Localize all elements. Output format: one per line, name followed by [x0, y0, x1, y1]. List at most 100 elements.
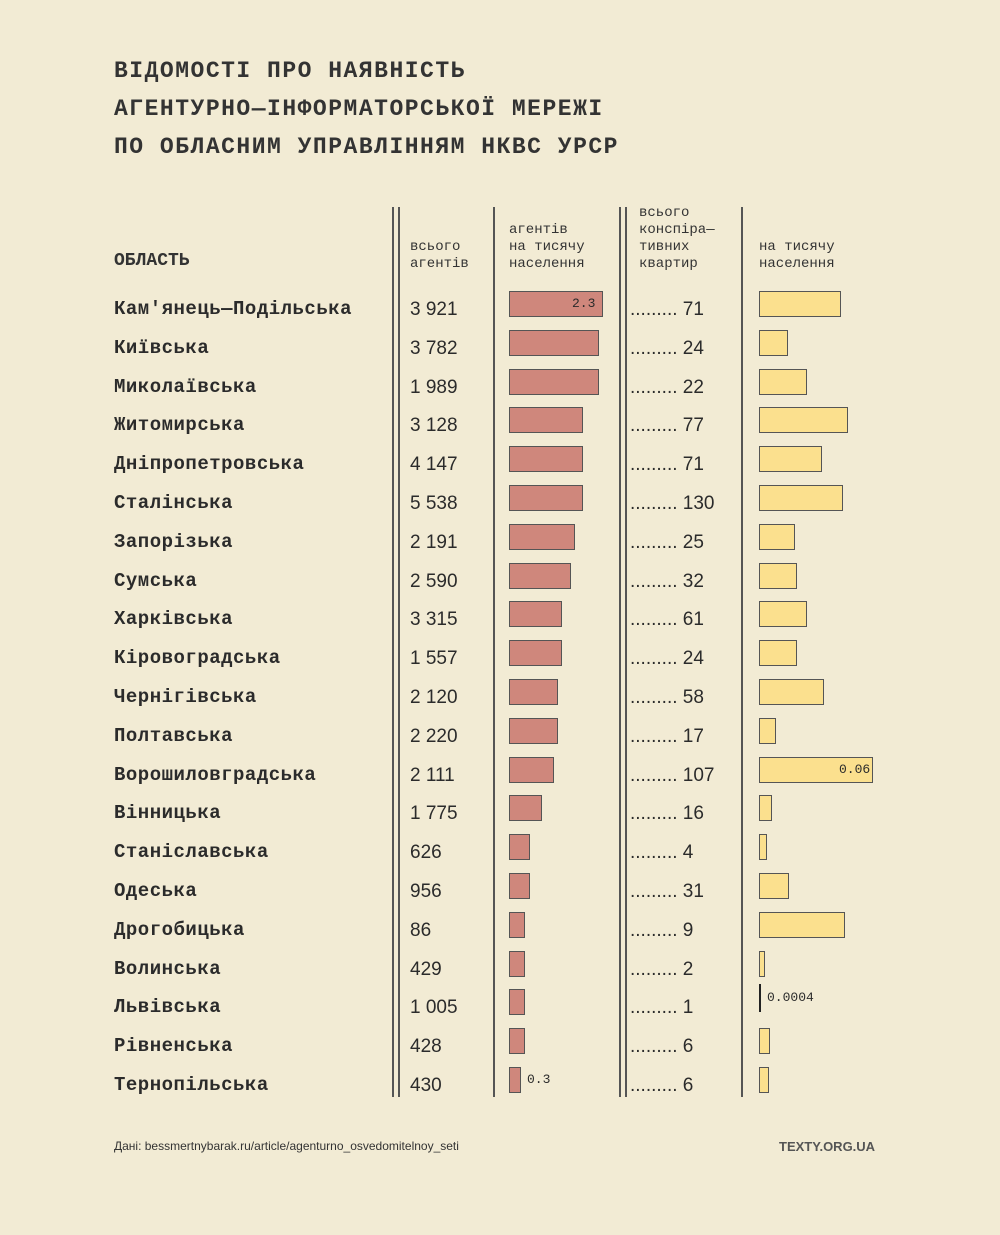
total-agents: 3 921 [410, 299, 458, 320]
table-row: Чернігівська 2 120......... 58 [0, 679, 1000, 724]
region-name: Кам'янець—Подільська [114, 298, 353, 320]
apartments-per-thousand-bar [759, 756, 873, 783]
leader-dots: ......... [630, 958, 678, 980]
agents-per-thousand-bar [509, 523, 575, 550]
apartments-count: 71 [682, 299, 704, 320]
apartments-count: 71 [682, 454, 704, 476]
total-agents: 2 220 [410, 725, 458, 747]
region-name: Львівська [114, 996, 222, 1019]
table-row: Харківська 3 315......... 61 [0, 601, 1000, 646]
agents-per-thousand-bar [509, 446, 583, 473]
agents-per-thousand-bar [509, 911, 526, 938]
apartments-per-thousand-bar [759, 640, 797, 667]
apartments-per-thousand-bar [759, 834, 767, 861]
table-row: Рівненська 428......... 6 [0, 1028, 1000, 1073]
leader-dots: ......... [630, 803, 678, 825]
total-agents: 429 [410, 958, 442, 980]
region-name: Одеська [114, 880, 198, 902]
table-row: Полтавська 2 220......... 17 [0, 717, 1000, 763]
leader-dots: ......... [630, 609, 678, 631]
region-name: Дніпропетровська [114, 453, 305, 476]
table-row: Вінницька 1 775......... 16 [0, 795, 1000, 840]
leader-dots: ......... [630, 454, 678, 476]
leader-dots: ......... [630, 725, 678, 747]
region-name: Житомирська [114, 414, 245, 437]
table-row: Станіславська 626......... 4 [0, 834, 1000, 879]
agents-per-thousand-bar [509, 989, 526, 1016]
total-agents: 3 782 [410, 337, 458, 359]
leader-dots: ......... [630, 919, 678, 941]
apartments-value: ......... 9 [630, 920, 693, 942]
table-row: Ворошиловградська 2 111......... 107 0.06 [0, 756, 1000, 802]
apartments-count: 6 [682, 1075, 694, 1096]
apartments-count: 6 [682, 1036, 694, 1058]
total-agents: 956 [410, 881, 442, 902]
apartments-per-thousand-bar [759, 950, 765, 977]
leader-dots: ......... [630, 299, 678, 320]
apartments-per-thousand-bar [759, 291, 841, 317]
agents-per-thousand-bar [509, 368, 600, 395]
bar-value-label: 0.3 [527, 1072, 551, 1087]
agents-per-thousand-bar [509, 1067, 522, 1093]
agents-per-thousand-bar [509, 640, 563, 667]
total-agents: 626 [410, 842, 442, 864]
region-name: Полтавська [114, 724, 234, 747]
apartments-count: 58 [682, 687, 704, 708]
total-agents: 5 538 [410, 493, 458, 514]
apartments-count: 22 [682, 376, 704, 398]
apartments-per-thousand-bar [759, 1028, 771, 1055]
header-per-thousand: агентів на тисячу населення [509, 222, 585, 272]
apartments-value: ......... 1 [630, 997, 693, 1019]
region-name: Миколаївська [114, 375, 257, 398]
region-name: Ворошиловградська [114, 763, 317, 786]
apartments-per-thousand-bar [759, 329, 788, 356]
apartments-count: 31 [682, 881, 704, 902]
apartments-count: 4 [682, 842, 694, 864]
region-name: Сталінська [114, 492, 234, 514]
apartments-value: ......... 58 [630, 687, 704, 709]
apartments-per-thousand-bar [759, 407, 849, 434]
table-row: Тернопільська 430......... 6 0.3 [0, 1067, 1000, 1112]
title-line-2: АГЕНТУРНО—ІНФОРМАТОРСЬКОЇ МЕРЕЖІ [114, 96, 604, 122]
table-row: Кам'янець—Подільська 3 921......... 71 2.3 [0, 291, 1000, 336]
total-agents: 1 005 [410, 997, 458, 1019]
apartments-value: ......... 32 [630, 571, 704, 593]
leader-dots: ......... [630, 376, 678, 398]
apartments-value: ......... 25 [630, 532, 704, 554]
header-apt-per-thousand: на тисячу населення [759, 239, 835, 272]
region-name: Київська [114, 336, 210, 359]
leader-dots: ......... [630, 997, 678, 1019]
agents-per-thousand-bar [509, 407, 583, 434]
apartments-value: ......... 71 [630, 299, 704, 321]
region-name: Чернігівська [114, 686, 257, 708]
total-agents: 1 775 [410, 803, 458, 825]
apartments-count: 16 [682, 803, 704, 825]
total-agents: 4 147 [410, 454, 458, 476]
divider [398, 207, 400, 1097]
leader-dots: ......... [630, 493, 678, 514]
region-name: Сумська [114, 569, 198, 592]
agents-per-thousand-bar [509, 601, 563, 628]
region-name: Рівненська [114, 1035, 234, 1058]
leader-dots: ......... [630, 687, 678, 708]
region-name: Тернопільська [114, 1074, 269, 1096]
total-agents: 2 120 [410, 687, 458, 708]
agents-per-thousand-bar [509, 1028, 526, 1055]
total-agents: 1 557 [410, 648, 458, 670]
table-row: Сумська 2 590......... 32 [0, 562, 1000, 608]
table-row: Житомирська 3 128......... 77 [0, 407, 1000, 452]
apartments-count: 9 [682, 919, 694, 941]
leader-dots: ......... [630, 1036, 678, 1058]
region-name: Волинська [114, 957, 222, 980]
leader-dots: ......... [630, 415, 678, 437]
table-row: Сталінська 5 538......... 130 [0, 485, 1000, 530]
apartments-count: 24 [682, 648, 704, 670]
leader-dots: ......... [630, 337, 678, 359]
apartments-count: 130 [682, 493, 715, 514]
leader-dots: ......... [630, 842, 678, 864]
agents-per-thousand-bar [509, 291, 604, 317]
apartments-per-thousand-bar [759, 911, 845, 938]
apartments-value: ......... 61 [630, 609, 704, 631]
leader-dots: ......... [630, 648, 678, 670]
